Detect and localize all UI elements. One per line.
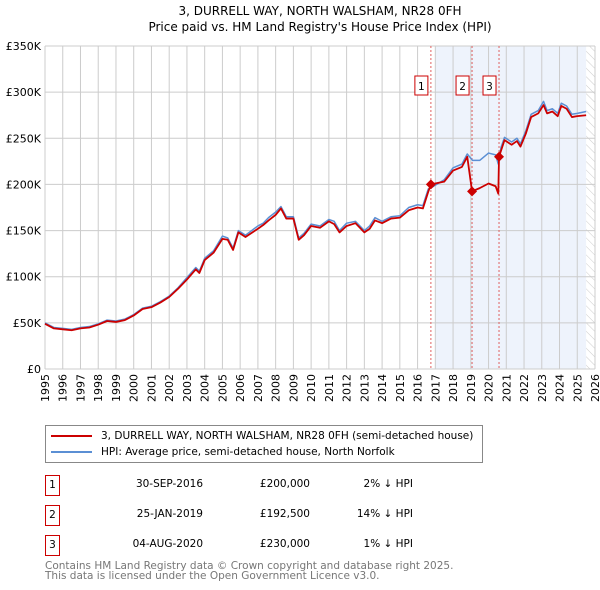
x-tick-label: 2013	[358, 374, 371, 402]
sale-label: 3	[486, 81, 493, 93]
x-tick-label: 2016	[412, 374, 425, 402]
sale-point	[425, 179, 436, 190]
transaction-row: 2 25-JAN-2019 £192,500 14% ↓ HPI	[45, 505, 445, 526]
x-tick-label: 1999	[110, 374, 123, 402]
x-tick-label: 2022	[518, 374, 531, 402]
x-tick-label: 1998	[92, 374, 105, 402]
sale-point	[494, 151, 505, 162]
legend-line-blue	[51, 451, 92, 453]
x-tick-label: 2005	[216, 374, 229, 402]
x-tick-label: 2009	[287, 374, 300, 402]
transaction-hpi: 1% ↓ HPI	[363, 538, 413, 550]
price-paid-line	[44, 104, 587, 332]
x-tick-label: 1996	[57, 374, 70, 402]
legend-label-hpi: HPI: Average price, semi-detached house,…	[101, 446, 395, 458]
price-chart: 1995 1996 1997 1998 1999 2000 2001 2002 2003 2004…	[6, 40, 600, 402]
shaded-region	[435, 46, 587, 369]
sale-label-box	[414, 75, 429, 96]
x-tick-label: 2017	[429, 374, 442, 402]
x-tick-label: 2014	[376, 374, 389, 402]
legend-item-hpi: HPI: Average price, semi-detached house,…	[51, 444, 395, 460]
chart-title-line1: 3, DURRELL WAY, NORTH WALSHAM, NR28 0FH	[178, 4, 462, 18]
y-tick-label: £200K	[6, 178, 42, 191]
legend: 3, DURRELL WAY, NORTH WALSHAM, NR28 0FH …	[45, 425, 483, 463]
x-tick-label: 2000	[128, 374, 141, 402]
transaction-hpi: 2% ↓ HPI	[363, 478, 413, 490]
sale-point	[467, 186, 478, 197]
x-tick-label: 2006	[234, 374, 247, 402]
transaction-hpi: 14% ↓ HPI	[356, 508, 413, 520]
transaction-price: £192,500	[259, 508, 310, 520]
x-tick-label: 2011	[323, 374, 336, 402]
x-tick-label: 2015	[394, 374, 407, 402]
transaction-number: 3	[45, 535, 60, 556]
x-tick-label: 2023	[536, 374, 549, 402]
legend-line-red	[51, 435, 92, 437]
transaction-row: 3 04-AUG-2020 £230,000 1% ↓ HPI	[45, 535, 445, 556]
transaction-date: 30-SEP-2016	[135, 478, 203, 490]
y-tick-label: £150K	[6, 225, 42, 238]
x-tick-label: 2003	[181, 374, 194, 402]
x-tick-label: 2002	[163, 374, 176, 402]
transaction-number: 1	[45, 475, 60, 496]
sale-label: 2	[459, 81, 466, 93]
transaction-date: 04-AUG-2020	[132, 538, 203, 550]
transaction-price: £200,000	[259, 478, 310, 490]
transaction-number: 2	[45, 505, 60, 526]
sale-label-box	[482, 75, 497, 96]
x-tick-label: 2019	[465, 374, 478, 402]
y-tick-label: £300K	[6, 86, 42, 99]
x-tick-label: 2026	[589, 374, 600, 402]
y-tick-label: £350K	[6, 40, 42, 53]
y-tick-label: £50K	[13, 317, 42, 330]
sale-label: 1	[418, 81, 425, 93]
x-tick-label: 2025	[571, 374, 584, 402]
hatched-region	[586, 46, 595, 369]
chart-title-line2: Price paid vs. HM Land Registry's House …	[148, 20, 492, 34]
y-tick-label: £100K	[6, 271, 42, 284]
transaction-row: 1 30-SEP-2016 £200,000 2% ↓ HPI	[45, 475, 445, 496]
legend-label-price: 3, DURRELL WAY, NORTH WALSHAM, NR28 0FH …	[101, 430, 474, 442]
legend-item-price: 3, DURRELL WAY, NORTH WALSHAM, NR28 0FH …	[51, 428, 473, 444]
x-tick-label: 2007	[252, 374, 265, 402]
x-tick-label: 1997	[74, 374, 87, 402]
y-tick-label: £250K	[6, 132, 42, 145]
footer-copyright: Contains HM Land Registry data © Crown c…	[45, 560, 454, 572]
transaction-date: 25-JAN-2019	[136, 508, 203, 520]
x-tick-label: 1995	[39, 374, 52, 402]
x-tick-label: 2004	[199, 374, 212, 402]
sale-label-box	[455, 75, 470, 96]
x-tick-label: 2021	[500, 374, 513, 402]
x-tick-label: 2024	[554, 374, 567, 402]
x-tick-label: 2001	[145, 374, 158, 402]
x-tick-label: 2008	[270, 374, 283, 402]
x-tick-label: 2012	[341, 374, 354, 402]
footer-licence: This data is licensed under the Open Gov…	[45, 570, 380, 582]
transaction-price: £230,000	[259, 538, 310, 550]
x-tick-label: 2010	[305, 374, 318, 402]
x-tick-label: 2018	[447, 374, 460, 402]
x-tick-label: 2020	[483, 374, 496, 402]
y-tick-label: £0	[27, 363, 41, 376]
